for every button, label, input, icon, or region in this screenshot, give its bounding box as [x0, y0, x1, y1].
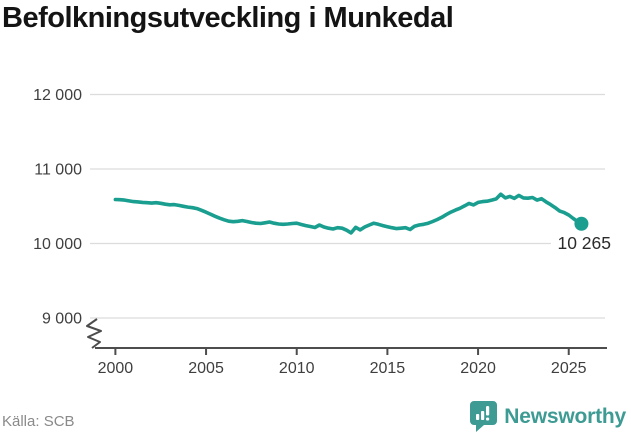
end-value-label: 10 265	[557, 233, 611, 253]
source-label: Källa: SCB	[2, 413, 75, 430]
x-tick-label: 2020	[460, 360, 496, 377]
end-label-backing	[551, 234, 611, 252]
chart-title: Befolkningsutveckling i Munkedal	[2, 2, 454, 34]
population-series-line	[113, 192, 584, 235]
population-line-chart: 9 000 10 000 11 000 12 000 2000 2005 2010 2015 2…	[33, 87, 611, 377]
y-tick-label: 11 000	[34, 162, 82, 179]
x-tick-label: 2015	[370, 360, 406, 377]
newsworthy-bar-chart-bubble-icon	[470, 401, 498, 432]
y-tick-label: 12 000	[33, 87, 82, 104]
y-tick-label: 9 000	[42, 311, 82, 328]
series-endpoint-dot	[574, 216, 589, 231]
x-tick-label: 2005	[188, 360, 224, 377]
newsworthy-wordmark: Newsworthy	[504, 404, 626, 428]
newsworthy-logo[interactable]: Newsworthy	[470, 401, 626, 432]
x-tick-label: 2000	[98, 360, 134, 377]
y-tick-label: 10 000	[33, 236, 82, 253]
x-tick-label: 2025	[551, 360, 587, 377]
x-tick-label: 2010	[279, 360, 315, 377]
axis-break-icon	[86, 318, 102, 349]
